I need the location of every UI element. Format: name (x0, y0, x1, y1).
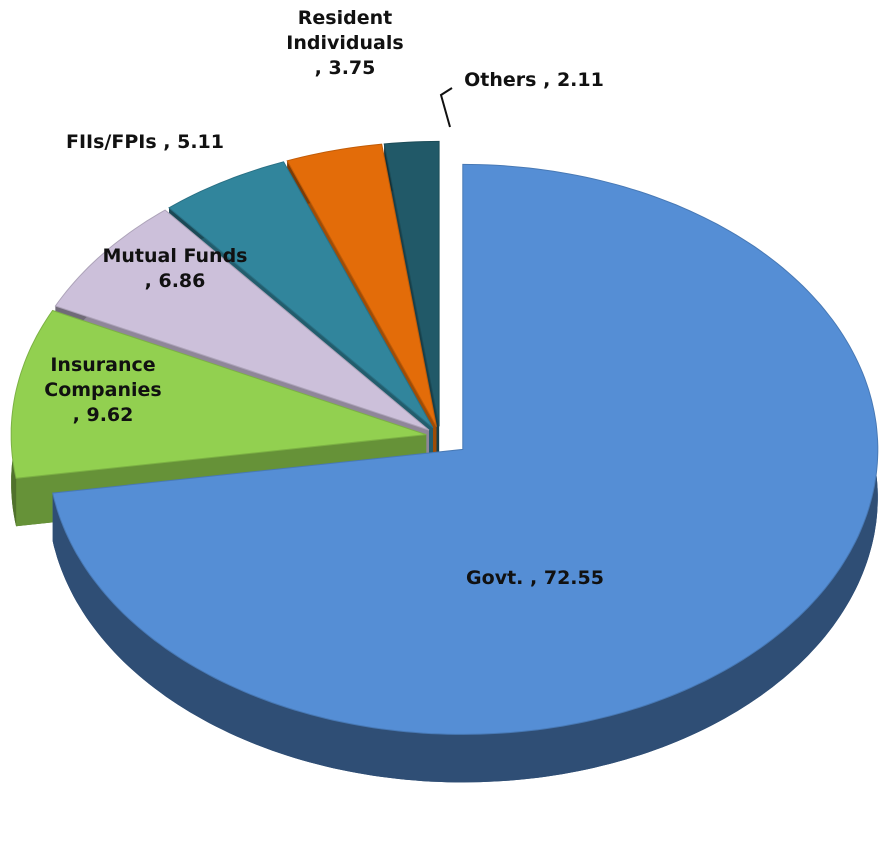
category-label: FIIs/FPIs (66, 131, 157, 153)
value-label: , 2.11 (543, 69, 604, 91)
category-label: Govt. (466, 567, 524, 589)
data-label: Mutual Funds , 6.86 (80, 244, 270, 294)
slice (383, 140, 440, 427)
data-label: FIIs/FPIs , 5.11 (35, 130, 255, 155)
category-label: Resident Individuals (286, 7, 404, 54)
slice (54, 209, 430, 431)
category-label: Insurance Companies (44, 354, 162, 401)
slices (10, 140, 879, 783)
slice (10, 309, 427, 479)
value-label: , 6.86 (144, 270, 206, 292)
data-label: Others , 2.11 (434, 68, 634, 93)
category-label: Others (464, 69, 537, 91)
slice (286, 143, 437, 427)
value-label: , 72.55 (530, 567, 604, 589)
value-label: , 3.75 (314, 57, 376, 79)
data-label: Insurance Companies , 9.62 (28, 353, 178, 428)
value-label: , 5.11 (163, 131, 224, 153)
slice (168, 161, 434, 429)
data-label: Resident Individuals , 3.75 (275, 6, 415, 81)
value-label: , 9.62 (72, 404, 134, 426)
data-label: Govt. , 72.55 (405, 566, 665, 591)
slice (52, 163, 879, 735)
category-label: Mutual Funds (102, 245, 248, 267)
leader-line (439, 87, 453, 128)
